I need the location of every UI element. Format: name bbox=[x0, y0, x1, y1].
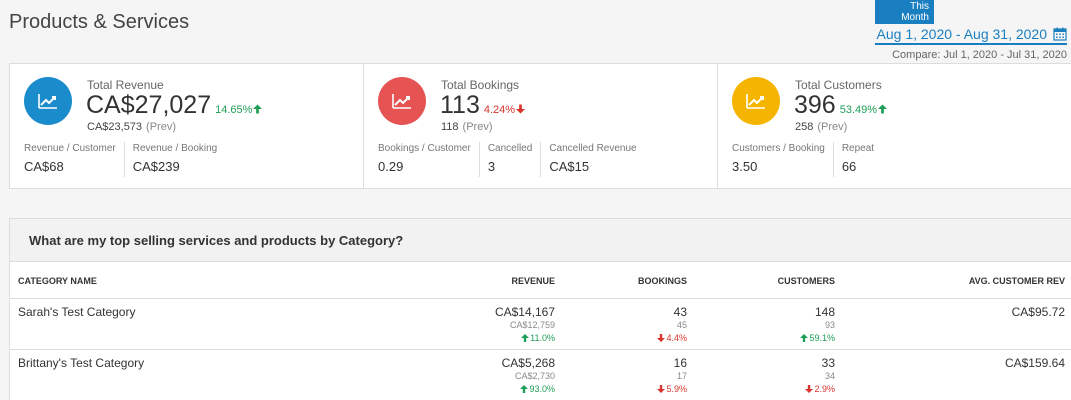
kpi-sub-stats: Revenue / Customer CA$68 Revenue / Bookin… bbox=[24, 142, 225, 177]
kpi-card-revenue: Total Revenue CA$27,027 14.65% CA$23,573… bbox=[10, 64, 364, 188]
column-header-bookings[interactable]: BOOKINGS bbox=[637, 276, 687, 286]
arrow-down-icon bbox=[516, 104, 526, 114]
customers-prev: 34 bbox=[824, 371, 835, 381]
kpi-prev: CA$23,573 (Prev) bbox=[87, 121, 176, 133]
kpi-change: 14.65% bbox=[215, 104, 263, 116]
table-header: CATEGORY NAME REVENUE BOOKINGS CUSTOMERS… bbox=[10, 262, 1071, 299]
revenue-value: CA$5,268 bbox=[501, 356, 555, 370]
avg-customer-rev: CA$95.72 bbox=[1011, 305, 1065, 319]
revenue-prev: CA$12,759 bbox=[509, 320, 555, 330]
column-header-revenue[interactable]: REVENUE bbox=[511, 276, 555, 286]
arrow-down-icon bbox=[657, 385, 666, 393]
sub-stat: Revenue / Booking CA$239 bbox=[123, 142, 226, 177]
bookings-prev: 45 bbox=[676, 320, 687, 330]
category-table-panel: What are my top selling services and pro… bbox=[9, 218, 1071, 400]
arrow-down-icon bbox=[657, 334, 666, 342]
bookings-value: 16 bbox=[673, 356, 687, 370]
arrow-up-icon bbox=[521, 334, 530, 342]
revenue-value: CA$14,167 bbox=[494, 305, 555, 319]
kpi-prev: 118 (Prev) bbox=[441, 121, 493, 133]
customers-value: 148 bbox=[814, 305, 835, 319]
kpi-change: 53.49% bbox=[840, 104, 888, 116]
kpi-value: 113 bbox=[440, 91, 480, 119]
table-row[interactable]: Sarah's Test Category CA$14,167 CA$12,75… bbox=[10, 299, 1071, 350]
sub-stat: Cancelled 3 bbox=[478, 142, 540, 177]
kpi-summary-row: Total Revenue CA$27,027 14.65% CA$23,573… bbox=[9, 63, 1071, 189]
sub-stat: Customers / Booking 3.50 bbox=[732, 143, 825, 174]
column-header-customers[interactable]: CUSTOMERS bbox=[777, 276, 835, 286]
trend-up-icon bbox=[732, 77, 780, 125]
table-row[interactable]: Brittany's Test Category CA$5,268 CA$2,7… bbox=[10, 350, 1071, 400]
trend-up-icon bbox=[378, 77, 426, 125]
kpi-card-bookings: Total Bookings 113 4.24% 118 (Prev) Booki… bbox=[364, 64, 718, 188]
kpi-card-customers: Total Customers 396 53.49% 258 (Prev) Cus… bbox=[718, 64, 1071, 188]
bookings-value: 43 bbox=[673, 305, 687, 319]
customers-change: 59.1% bbox=[687, 333, 835, 343]
kpi-title: Total Customers bbox=[795, 78, 882, 92]
sub-stat: Repeat 66 bbox=[832, 142, 882, 177]
arrow-down-icon bbox=[805, 385, 814, 393]
bookings-change: 5.9% bbox=[555, 384, 687, 394]
avg-customer-rev: CA$159.64 bbox=[1004, 356, 1065, 370]
category-name: Sarah's Test Category bbox=[18, 305, 136, 319]
kpi-prev: 258 (Prev) bbox=[795, 121, 848, 133]
arrow-up-icon bbox=[800, 334, 809, 342]
period-badge: This Month bbox=[875, 0, 934, 24]
sub-stat: Bookings / Customer 0.29 bbox=[378, 143, 471, 174]
revenue-change: 11.0% bbox=[260, 333, 555, 343]
trend-up-icon bbox=[24, 77, 72, 125]
kpi-sub-stats: Bookings / Customer 0.29 Cancelled 3 Cance… bbox=[378, 142, 645, 177]
arrow-up-icon bbox=[878, 104, 888, 114]
bookings-prev: 17 bbox=[676, 371, 687, 381]
revenue-change: 93.0% bbox=[260, 384, 555, 394]
category-name: Brittany's Test Category bbox=[18, 356, 145, 370]
date-picker[interactable]: This Month Aug 1, 2020 - Aug 31, 2020 Co… bbox=[875, 0, 1067, 61]
calendar-icon[interactable] bbox=[1053, 27, 1067, 41]
column-header-avg-customer-rev[interactable]: AVG. CUSTOMER REV bbox=[968, 276, 1065, 286]
kpi-title: Total Revenue bbox=[87, 78, 164, 92]
kpi-value: CA$27,027 bbox=[86, 91, 212, 119]
date-range-selector[interactable]: Aug 1, 2020 - Aug 31, 2020 bbox=[875, 26, 1067, 45]
compare-range-text: Compare: Jul 1, 2020 - Jul 31, 2020 bbox=[892, 49, 1067, 61]
date-range-text[interactable]: Aug 1, 2020 - Aug 31, 2020 bbox=[876, 26, 1047, 42]
sub-stat: Revenue / Customer CA$68 bbox=[24, 143, 116, 174]
customers-change: 2.9% bbox=[687, 384, 835, 394]
sub-stat: Cancelled Revenue CA$15 bbox=[540, 142, 644, 177]
kpi-sub-stats: Customers / Booking 3.50 Repeat 66 bbox=[732, 142, 882, 177]
kpi-value: 396 bbox=[794, 91, 836, 119]
page-title: Products & Services bbox=[9, 11, 190, 33]
arrow-up-icon bbox=[253, 104, 263, 114]
bookings-change: 4.4% bbox=[555, 333, 687, 343]
kpi-title: Total Bookings bbox=[441, 78, 520, 92]
customers-value: 33 bbox=[821, 356, 835, 370]
kpi-change: 4.24% bbox=[484, 104, 526, 116]
customers-prev: 93 bbox=[824, 320, 835, 330]
table-question: What are my top selling services and pro… bbox=[10, 219, 1071, 262]
revenue-prev: CA$2,730 bbox=[514, 371, 555, 381]
arrow-up-icon bbox=[520, 385, 529, 393]
column-header-category[interactable]: CATEGORY NAME bbox=[18, 276, 97, 286]
